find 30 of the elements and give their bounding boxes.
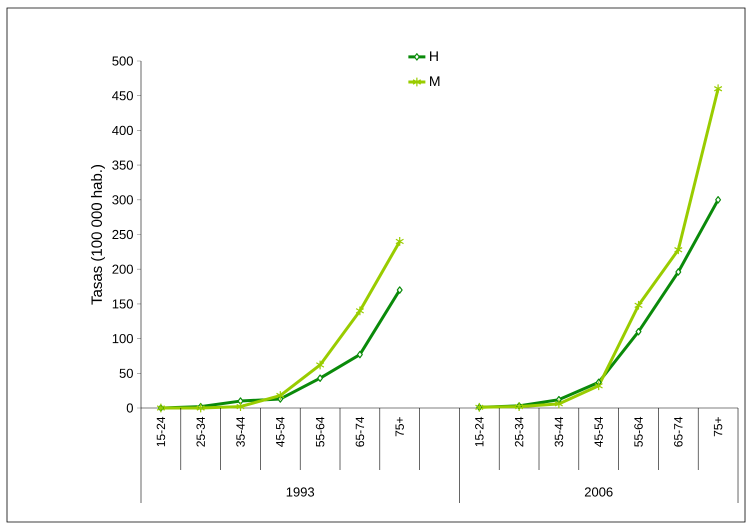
x-tick-label: 55-64 bbox=[316, 416, 324, 447]
x-tick-label: 15-24 bbox=[475, 416, 484, 446]
x-tick-label: 25-34 bbox=[196, 416, 205, 447]
y-tick-label: 50 bbox=[120, 368, 133, 378]
y-tick-label: 100 bbox=[112, 334, 133, 344]
x-tick-label: 15-24 bbox=[156, 416, 166, 446]
y-tick-label: 250 bbox=[112, 230, 133, 240]
y-tick-label: 0 bbox=[126, 403, 133, 413]
legend-label: M bbox=[430, 76, 440, 86]
x-tick-label: 65-74 bbox=[356, 416, 364, 447]
x-tick-label: 75+ bbox=[396, 417, 404, 436]
y-tick-label: 400 bbox=[112, 126, 133, 135]
y-tick-label: 350 bbox=[112, 160, 133, 170]
x-tick-label: 45-54 bbox=[594, 416, 603, 447]
y-axis-title: Tasas (100 000 hab.) bbox=[90, 165, 105, 305]
x-tick-label: 55-64 bbox=[634, 416, 643, 447]
y-tick-label: 450 bbox=[112, 91, 133, 100]
text: 1993 bbox=[286, 487, 314, 497]
y-tick-label: 300 bbox=[112, 195, 133, 204]
x-tick-label: 65-74 bbox=[674, 416, 683, 447]
y-tick-label: 200 bbox=[112, 264, 133, 274]
y-tick-label: 150 bbox=[112, 299, 133, 308]
x-tick-label: 25-34 bbox=[514, 416, 524, 447]
legend-label: H bbox=[430, 51, 438, 61]
x-tick-label: 35-44 bbox=[554, 416, 564, 447]
x-tick-label: 45-54 bbox=[276, 416, 284, 447]
y-tick-label: 500 bbox=[112, 56, 133, 66]
text: 2006 bbox=[584, 487, 613, 497]
x-tick-label: 35-44 bbox=[236, 416, 245, 447]
x-tick-label: 75+ bbox=[714, 417, 722, 436]
